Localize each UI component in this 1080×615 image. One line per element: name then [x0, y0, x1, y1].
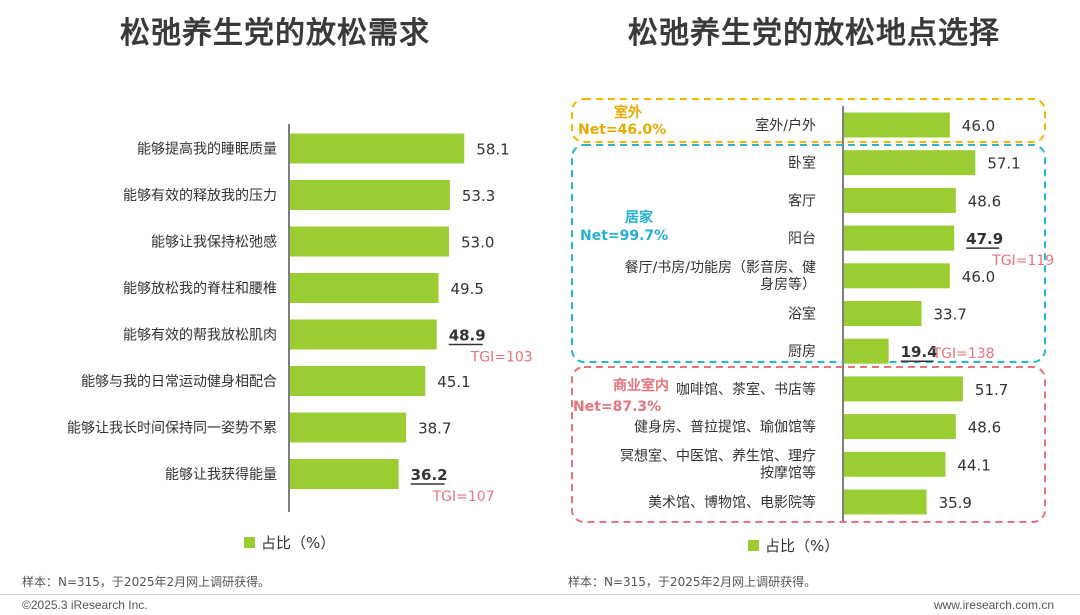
right-category-label: 餐厅/书房/功能房（影音房、健 [625, 259, 816, 276]
right-legend-label: 占比（%） [765, 537, 839, 555]
copyright-text: ©2025.3 iResearch Inc. [22, 598, 148, 612]
left-bar [290, 180, 450, 210]
left-value-label: 53.0 [461, 234, 494, 252]
left-category-label: 能够提高我的睡眠质量 [137, 141, 277, 158]
left-category-label: 能够让我获得能量 [165, 466, 277, 483]
left-category-label: 能够放松我的脊柱和腰椎 [123, 281, 277, 297]
website-url: www.iresearch.com.cn [933, 598, 1054, 612]
right-category-label: 室外/户外 [755, 117, 816, 134]
left-bar [290, 366, 426, 396]
group-net-outdoor: Net=46.0% [578, 122, 666, 138]
left-value-label: 53.3 [462, 187, 495, 205]
right-category-label: 厨房 [788, 344, 816, 360]
left-value-label: 36.2 [411, 466, 448, 484]
left-legend-label: 占比（%） [261, 534, 335, 552]
right-bar [844, 376, 963, 402]
right-footnote: 样本：N=315，于2025年2月网上调研获得。 [568, 575, 817, 589]
left-tgi-label: TGI=107 [432, 489, 495, 505]
left-tgi-label: TGI=103 [470, 350, 533, 366]
left-category-label: 能够让我保持松弛感 [151, 234, 277, 251]
left-value-label: 38.7 [418, 420, 451, 438]
right-value-label: 46.0 [962, 117, 995, 135]
group-net-home: Net=99.7% [580, 228, 668, 244]
right-legend-swatch [748, 540, 759, 551]
left-bar [290, 133, 465, 164]
left-bar [290, 319, 437, 350]
right-value-label: 33.7 [934, 306, 967, 324]
right-bar [844, 150, 976, 176]
right-tgi-label: TGI=138 [932, 346, 995, 362]
left-chart-title: 松弛养生党的放松需求 [120, 16, 430, 51]
right-bar [844, 451, 946, 477]
right-category-label: 冥想室、中医馆、养生馆、理疗 [620, 447, 816, 464]
right-value-label: 48.6 [968, 192, 1001, 210]
right-bar [844, 338, 889, 364]
left-legend-swatch [244, 537, 255, 548]
left-bar [290, 412, 407, 443]
right-category-label-line2: 按摩馆等 [760, 464, 816, 481]
left-bar [290, 226, 449, 257]
right-bar [844, 489, 927, 515]
group-net-commercial: Net=87.3% [573, 399, 661, 415]
right-category-label: 健身房、普拉提馆、瑜伽馆等 [634, 419, 816, 436]
left-value-label: 45.1 [437, 373, 470, 391]
right-category-label: 客厅 [788, 192, 816, 209]
charts-canvas: 能够提高我的睡眠质量 58.1 能够有效的释放我的压力 53.3 能够让我保持松弛感 53… [67, 98, 1054, 555]
left-category-label: 能够让我长时间保持同一姿势不累 [67, 421, 277, 437]
right-bar [844, 112, 950, 138]
left-category-label: 能够有效的帮我放松肌肉 [123, 328, 277, 344]
right-category-label: 阳台 [788, 231, 816, 247]
right-category-label: 咖啡馆、茶室、书店等 [676, 381, 816, 398]
group-name-commercial: 商业室内 [613, 377, 669, 394]
group-box-home [571, 144, 1046, 363]
right-bar [844, 225, 955, 251]
right-bar [844, 414, 956, 440]
right-chart-title: 松弛养生党的放松地点选择 [628, 16, 1000, 51]
left-category-label: 能够有效的释放我的压力 [123, 188, 277, 204]
right-value-label: 51.7 [975, 381, 1008, 399]
footer-divider [0, 594, 1080, 595]
left-footnote: 样本：N=315，于2025年2月网上调研获得。 [22, 575, 271, 589]
right-tgi-label: TGI=119 [991, 253, 1054, 269]
right-category-label: 美术馆、博物馆、电影院等 [648, 494, 816, 511]
right-category-label-line2: 身房等） [760, 276, 816, 293]
left-category-label: 能够与我的日常运动健身相配合 [81, 374, 277, 390]
right-value-label: 47.9 [966, 230, 1003, 248]
left-bar [290, 273, 439, 303]
group-box-commercial [571, 366, 1046, 523]
right-value-label: 57.1 [987, 155, 1020, 173]
right-bar [844, 263, 950, 289]
left-bar [290, 459, 399, 489]
right-value-label: 48.6 [968, 419, 1001, 437]
right-bar [844, 187, 956, 213]
right-bar [844, 301, 922, 326]
right-value-label: 46.0 [962, 268, 995, 286]
right-value-label: 19.4 [901, 343, 938, 361]
right-value-label: 44.1 [957, 456, 990, 474]
group-name-outdoor: 室外 [614, 104, 642, 121]
right-category-label: 卧室 [788, 155, 816, 172]
left-value-label: 58.1 [476, 141, 509, 159]
group-name-home: 居家 [625, 209, 654, 226]
right-category-label: 浴室 [788, 306, 816, 323]
right-value-label: 35.9 [939, 494, 972, 512]
left-value-label: 49.5 [451, 280, 484, 298]
left-value-label: 48.9 [449, 327, 486, 345]
